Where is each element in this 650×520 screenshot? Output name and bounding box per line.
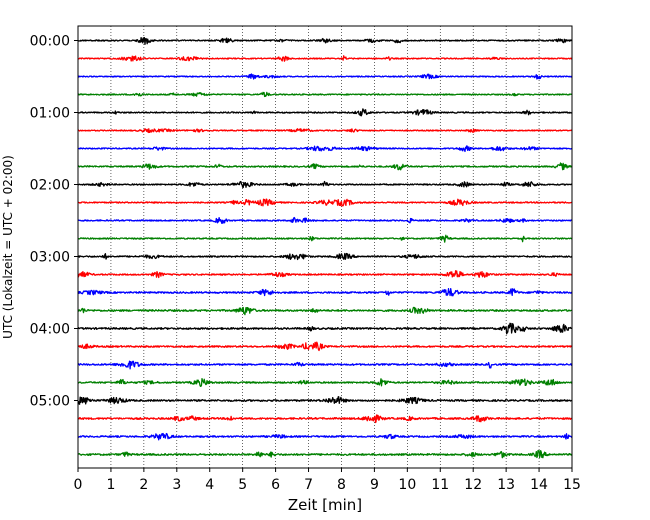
seismic-trace — [77, 73, 573, 80]
seismic-trace — [77, 270, 573, 279]
seismic-trace — [77, 360, 573, 370]
seismic-trace — [77, 198, 573, 207]
seismic-trace — [77, 378, 573, 387]
seismic-trace — [77, 287, 573, 297]
y-tick-label: 02:00 — [30, 178, 70, 194]
y-axis-ticks: 00:00 01:00 02:00 03:00 04:00 05:00 — [30, 34, 78, 410]
x-tick-label: 7 — [304, 477, 313, 493]
y-tick-label: 04:00 — [30, 322, 70, 338]
y-axis-label: UTC (Lokalzeit = UTC + 02:00) — [1, 155, 15, 339]
x-tick-label: 1 — [106, 477, 115, 493]
x-tick-label: 6 — [271, 477, 280, 493]
y-tick-label: 00:00 — [30, 34, 70, 50]
x-axis-label: Zeit [min] — [288, 496, 362, 514]
seismic-trace — [77, 180, 573, 189]
seismic-trace — [77, 108, 573, 117]
seismic-trace — [77, 396, 573, 405]
seismic-trace — [77, 414, 573, 424]
seismic-trace — [77, 322, 573, 335]
seismic-trace — [77, 252, 573, 261]
x-tick-label: 11 — [431, 477, 449, 493]
seismic-trace — [77, 341, 573, 352]
x-tick-label: 10 — [398, 477, 416, 493]
plot-frame — [77, 25, 573, 469]
x-tick-label: 13 — [497, 477, 515, 493]
y-tick-label: 05:00 — [30, 394, 70, 410]
traces — [77, 36, 573, 459]
x-tick-label: 2 — [139, 477, 148, 493]
x-tick-label: 5 — [238, 477, 247, 493]
x-tick-label: 12 — [464, 477, 482, 493]
seismic-trace — [77, 216, 573, 224]
seismic-trace — [77, 128, 573, 134]
seismic-trace — [77, 162, 573, 171]
seismic-trace — [77, 36, 573, 45]
seismic-trace — [77, 91, 573, 98]
y-tick-label: 03:00 — [30, 250, 70, 266]
seismic-trace — [77, 55, 573, 62]
seismic-trace — [77, 450, 573, 459]
x-tick-label: 3 — [172, 477, 181, 493]
seismic-trace — [77, 432, 573, 441]
seismic-trace — [77, 234, 573, 243]
x-tick-label: 14 — [530, 477, 548, 493]
x-tick-label: 15 — [563, 477, 581, 493]
seismic-trace — [77, 145, 573, 153]
x-tick-label: 9 — [370, 477, 379, 493]
x-axis-ticks: 0 1 2 3 4 5 6 7 8 9 10 11 12 13 14 15 — [74, 468, 581, 493]
x-tick-label: 4 — [205, 477, 214, 493]
x-tick-label: 8 — [337, 477, 346, 493]
seismic-trace — [77, 306, 573, 316]
y-tick-label: 01:00 — [30, 106, 70, 122]
x-tick-label: 0 — [74, 477, 83, 493]
